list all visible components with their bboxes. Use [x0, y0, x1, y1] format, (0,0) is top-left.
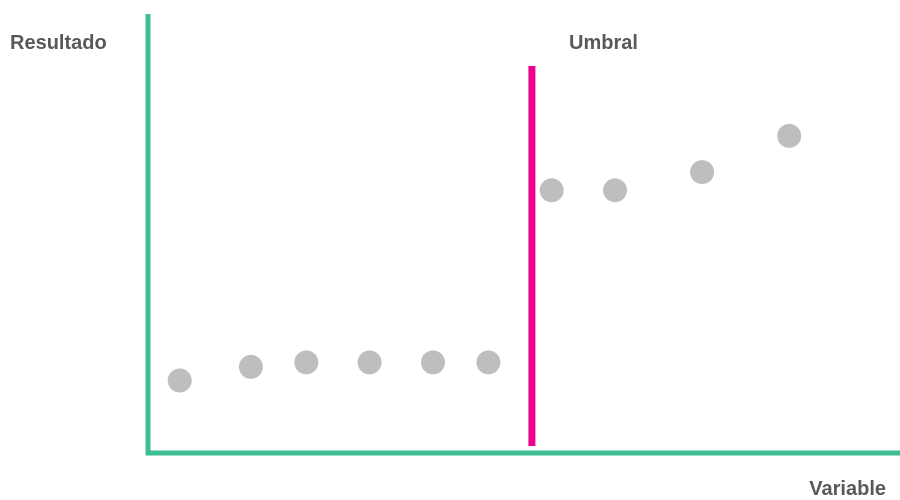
data-point-7 — [539, 178, 564, 203]
data-point-9 — [690, 160, 715, 185]
data-point-5 — [421, 350, 445, 375]
data-point-3 — [294, 350, 319, 375]
data-point-2 — [238, 354, 263, 379]
threshold-label: Umbral — [569, 32, 638, 54]
y-axis-label: Resultado — [10, 32, 107, 54]
data-point-10 — [777, 123, 802, 148]
x-axis-label: Variable — [809, 478, 886, 500]
data-point-4 — [357, 350, 382, 375]
data-point-8 — [603, 178, 627, 203]
data-point-1 — [167, 368, 192, 393]
data-point-6 — [476, 350, 501, 375]
data-points — [167, 123, 802, 393]
